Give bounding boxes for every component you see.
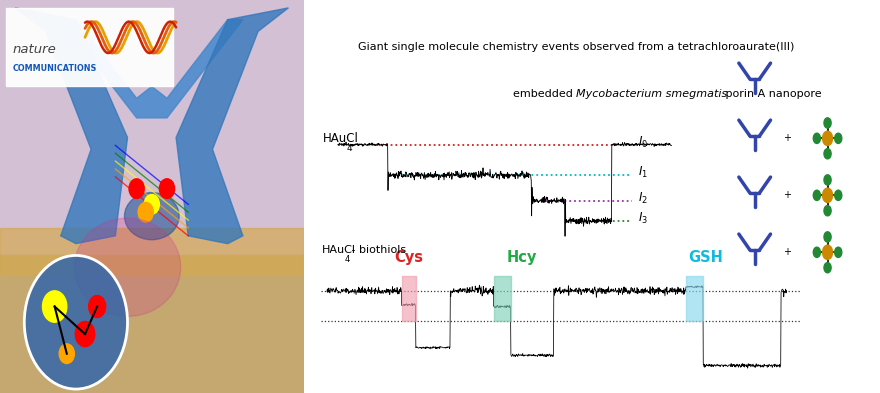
Circle shape	[813, 190, 820, 200]
Polygon shape	[176, 8, 289, 244]
Text: Cys: Cys	[394, 250, 423, 265]
Text: $I_3$: $I_3$	[638, 211, 649, 226]
Circle shape	[823, 245, 832, 259]
Text: $I_0$: $I_0$	[638, 134, 649, 150]
Bar	[0, 0, 304, 255]
Circle shape	[59, 344, 75, 364]
Bar	[0, 255, 304, 393]
Text: +: +	[783, 247, 791, 257]
Circle shape	[824, 175, 831, 185]
Circle shape	[835, 190, 842, 200]
Ellipse shape	[124, 193, 180, 240]
Text: HAuCl: HAuCl	[322, 245, 356, 255]
Text: GSH: GSH	[688, 250, 723, 265]
Text: COMMUNICATIONS: COMMUNICATIONS	[12, 64, 97, 73]
Circle shape	[129, 179, 144, 198]
Text: nature: nature	[12, 42, 56, 56]
Circle shape	[159, 179, 174, 198]
Text: porin A nanopore: porin A nanopore	[722, 89, 822, 99]
Circle shape	[25, 255, 128, 389]
Circle shape	[813, 133, 820, 143]
Text: $I_2$: $I_2$	[638, 191, 648, 206]
Text: Mycobacterium smegmatis: Mycobacterium smegmatis	[576, 89, 728, 99]
Text: $I_1$: $I_1$	[638, 165, 649, 180]
Circle shape	[42, 291, 67, 322]
Circle shape	[144, 195, 159, 214]
Circle shape	[824, 263, 831, 273]
Circle shape	[824, 206, 831, 216]
Circle shape	[824, 232, 831, 242]
Circle shape	[835, 133, 842, 143]
Polygon shape	[61, 20, 243, 118]
Text: 4: 4	[345, 255, 350, 264]
Circle shape	[824, 149, 831, 159]
Text: HAuCl: HAuCl	[323, 132, 359, 145]
Polygon shape	[15, 8, 128, 244]
Circle shape	[813, 247, 820, 257]
Bar	[0, 228, 304, 275]
Circle shape	[89, 296, 106, 318]
Text: Giant single molecule chemistry events observed from a tetrachloroaurate(III): Giant single molecule chemistry events o…	[358, 42, 795, 52]
Text: +: +	[783, 133, 791, 143]
Text: embedded: embedded	[513, 89, 576, 99]
Text: +: +	[783, 190, 791, 200]
Circle shape	[823, 188, 832, 202]
Text: - biothiols: - biothiols	[348, 245, 406, 255]
Ellipse shape	[75, 218, 180, 316]
Circle shape	[835, 247, 842, 257]
Circle shape	[824, 118, 831, 128]
Text: Hcy: Hcy	[507, 250, 538, 265]
Text: 4: 4	[347, 144, 353, 153]
Circle shape	[76, 321, 95, 347]
Circle shape	[823, 131, 832, 145]
Circle shape	[138, 202, 153, 222]
Bar	[6, 8, 173, 86]
